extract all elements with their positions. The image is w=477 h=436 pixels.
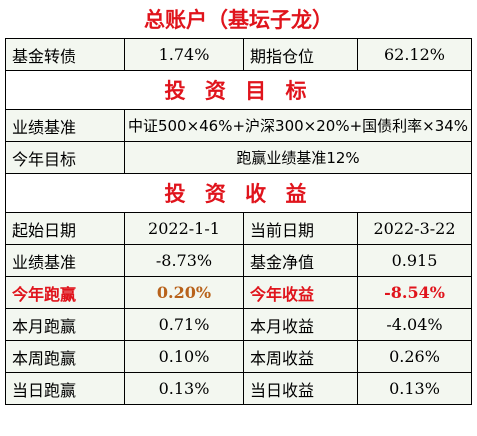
benchmark-formula: 中证500×46%+沪深300×20%+国债利率×34% [124,109,472,142]
futures-position-value: 62.12% [357,38,472,71]
benchmark-label: 业绩基准 [5,109,125,142]
benchmark-return-label: 业绩基准 [5,244,125,277]
wtd-return-value: 0.26% [357,340,472,373]
table-row: 当日跑赢 0.13% 当日收益 0.13% [5,372,472,405]
section-investment-return: 投 资 收 益 [5,173,472,213]
daily-outperform-label: 当日跑赢 [5,372,125,405]
fund-nav-value: 0.915 [357,244,472,277]
wtd-return-label: 本周收益 [243,340,358,373]
daily-return-label: 当日收益 [243,372,358,405]
mtd-return-value: -4.04% [357,308,472,341]
daily-return-value: 0.13% [357,372,472,405]
table-row: 本月跑赢 0.71% 本月收益 -4.04% [5,308,472,341]
table-row: 业绩基准 -8.73% 基金净值 0.915 [5,244,472,277]
year-goal-label: 今年目标 [5,141,125,174]
start-date-label: 起始日期 [5,212,125,245]
table-row: 本周跑赢 0.10% 本周收益 0.26% [5,340,472,373]
wtd-outperform-label: 本周跑赢 [5,340,125,373]
year-goal-value: 跑赢业绩基准12% [124,141,472,174]
table-row: 起始日期 2022-1-1 当前日期 2022-3-22 [5,212,472,245]
current-date-value: 2022-3-22 [357,212,472,245]
fund-nav-label: 基金净值 [243,244,358,277]
mtd-return-label: 本月收益 [243,308,358,341]
ytd-return-label: 今年收益 [243,276,358,309]
futures-position-label: 期指仓位 [243,38,358,71]
benchmark-return-value: -8.73% [124,244,244,277]
start-date-value: 2022-1-1 [124,212,244,245]
table-row: 今年跑赢 0.20% 今年收益 -8.54% [5,276,472,309]
wtd-outperform-value: 0.10% [124,340,244,373]
section-investment-target: 投 资 目 标 [5,70,472,110]
mtd-outperform-label: 本月跑赢 [5,308,125,341]
convertible-bond-value: 1.74% [124,38,244,71]
daily-outperform-value: 0.13% [124,372,244,405]
ytd-return-value: -8.54% [357,276,472,309]
ytd-outperform-value: 0.20% [124,276,244,309]
summary-table: 总账户（基坛子龙） 基金转债 1.74% 期指仓位 62.12% 投 资 目 标… [5,0,472,405]
convertible-bond-label: 基金转债 [5,38,125,71]
current-date-label: 当前日期 [243,212,358,245]
ytd-outperform-label: 今年跑赢 [5,276,125,309]
mtd-outperform-value: 0.71% [124,308,244,341]
page-title: 总账户（基坛子龙） [5,0,472,39]
